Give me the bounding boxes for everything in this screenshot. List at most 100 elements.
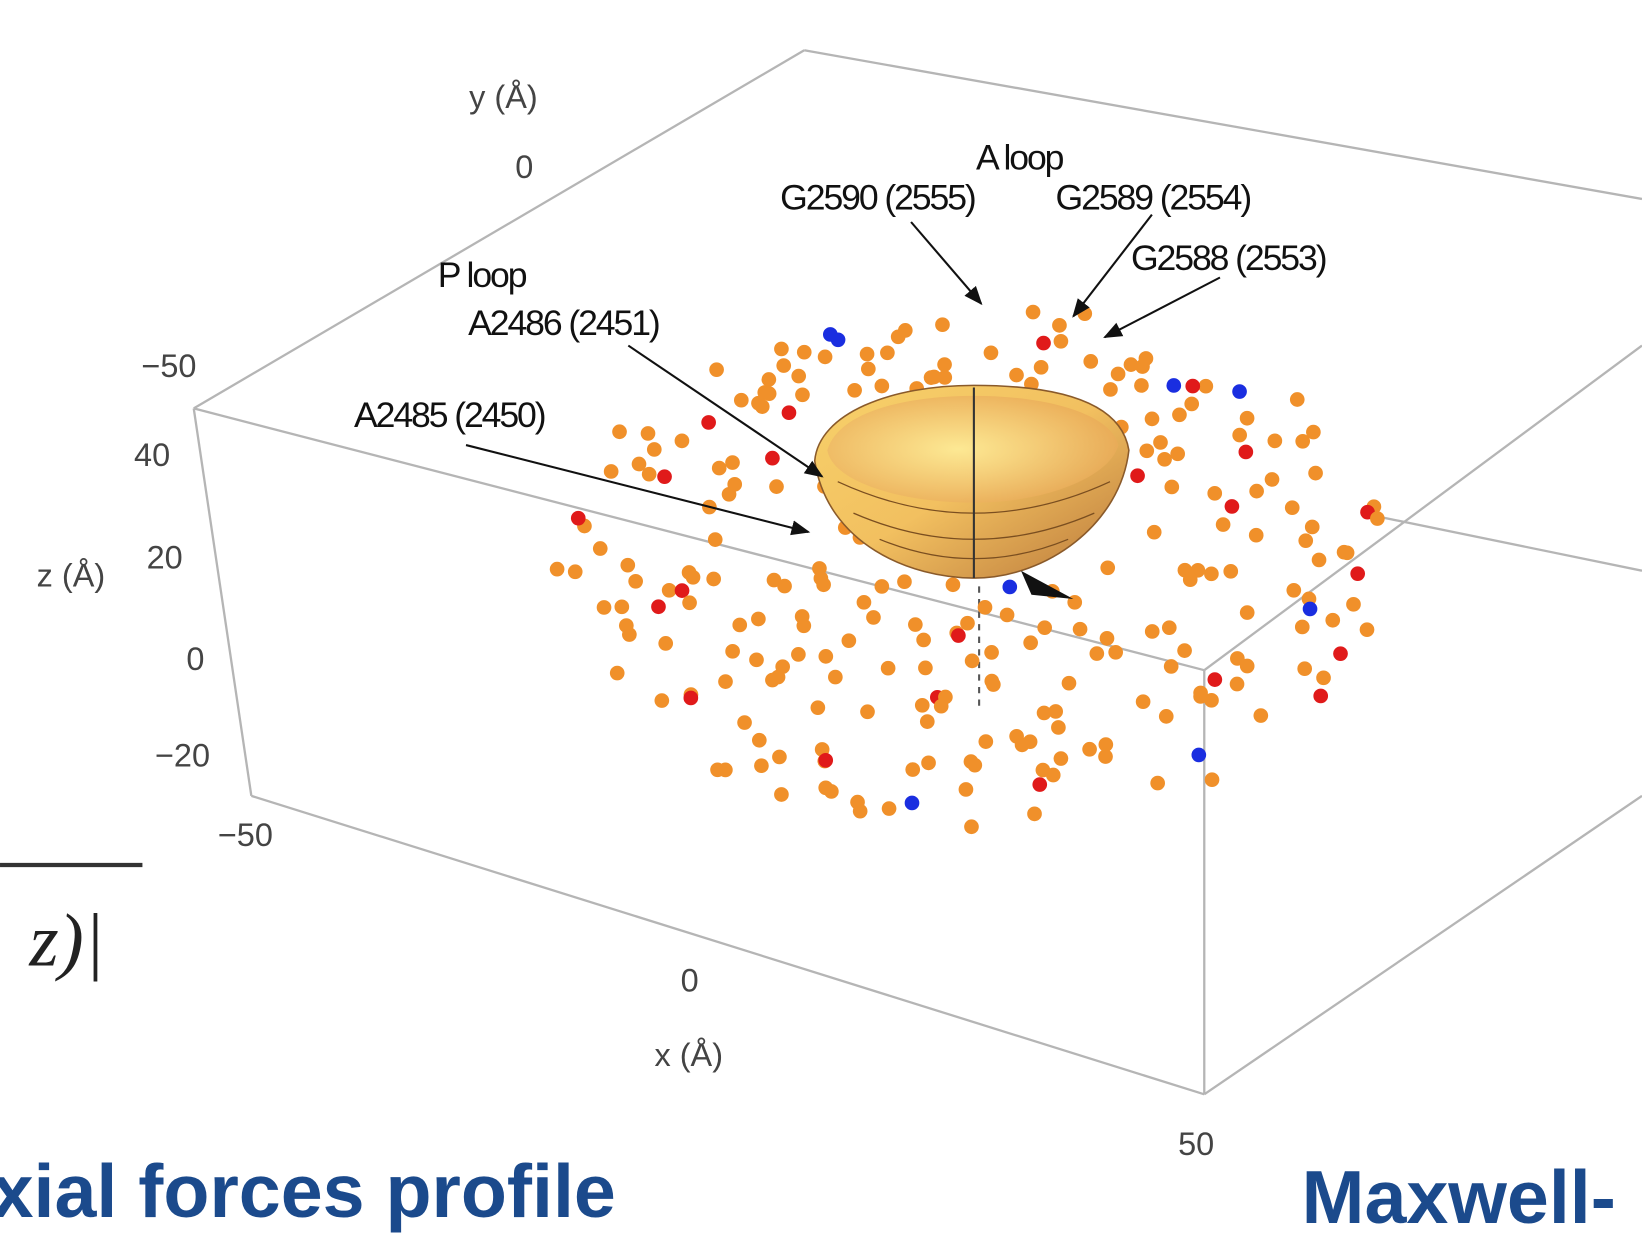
annotation: G2590 (2555): [780, 177, 975, 217]
residue-dot: [1100, 631, 1115, 646]
residue-dot: [1062, 676, 1077, 691]
residue-dot: [1082, 742, 1097, 757]
residue-dot: [1166, 378, 1181, 393]
figure: y (Å) 0 −50 z (Å) 40 20 0 −20 −50 0 50 x…: [0, 0, 1642, 1243]
residue-dot: [1239, 445, 1254, 460]
residue-dot: [620, 558, 635, 573]
residue-dot: [1232, 384, 1247, 399]
residue-dot: [1185, 379, 1200, 394]
residue-dot: [706, 572, 721, 587]
tick-label: −50: [218, 817, 273, 853]
residue-dot: [675, 583, 690, 598]
bowl-surface: [815, 385, 1129, 599]
residue-dot: [791, 369, 806, 384]
page: y (Å) 0 −50 z (Å) 40 20 0 −20 −50 0 50 x…: [0, 0, 1642, 1243]
residue-dot: [1240, 411, 1255, 426]
residue-dot: [657, 469, 672, 484]
residue-dot: [776, 358, 791, 373]
residue-dot: [795, 387, 810, 402]
residue-dot: [951, 628, 966, 643]
residue-dot: [610, 666, 625, 681]
residue-dot: [1027, 807, 1042, 822]
box-edge: [1204, 796, 1642, 1094]
residue-dot: [1207, 486, 1222, 501]
residue-dot: [628, 574, 643, 589]
residue-dot: [1009, 368, 1024, 383]
residue-dot: [816, 577, 831, 592]
residue-dot: [1147, 525, 1162, 540]
residue-dot: [1172, 407, 1187, 422]
residue-dot: [1308, 466, 1323, 481]
residue-dot: [1073, 622, 1088, 637]
residue-dot: [1054, 751, 1069, 766]
residue-dot: [1325, 613, 1340, 628]
residue-dot: [920, 714, 935, 729]
tick-label: 0: [186, 641, 204, 677]
annotation: G2589 (2554): [1056, 177, 1251, 217]
residue-dot: [916, 633, 931, 648]
axis-label: x (Å): [654, 1037, 723, 1073]
residue-dot: [850, 795, 865, 810]
residue-dot: [795, 609, 810, 624]
residue-dot: [1036, 336, 1051, 351]
residue-dot: [725, 455, 740, 470]
residue-dot: [1184, 397, 1199, 412]
residue-dot: [1015, 738, 1030, 753]
residue-dot: [891, 329, 906, 344]
residue-dot: [712, 461, 727, 476]
residue-dot: [769, 479, 784, 494]
residue-dot: [1193, 686, 1208, 701]
annotation: G2588 (2553): [1131, 238, 1326, 278]
residue-dot: [658, 636, 673, 651]
residue-dot: [1298, 533, 1313, 548]
residue-dot: [1240, 605, 1255, 620]
residue-dot: [875, 579, 890, 594]
residue-dot: [662, 583, 677, 598]
residue-dot: [921, 756, 936, 771]
residue-dot: [1139, 351, 1154, 366]
residue-dot: [812, 561, 827, 576]
box-edge: [1204, 346, 1642, 671]
residue-dot: [1350, 566, 1365, 581]
residue-dot: [905, 762, 920, 777]
residue-dot: [1240, 659, 1255, 674]
residue-dot: [1316, 671, 1331, 686]
residue-dot: [1340, 545, 1355, 560]
residue-dot: [1111, 367, 1126, 382]
residue-dot: [642, 467, 657, 482]
residue-dot: [959, 782, 974, 797]
residue-dot: [772, 750, 787, 765]
residue-dot: [1054, 334, 1069, 349]
residue-dot: [1124, 357, 1139, 372]
residue-dot: [647, 442, 662, 457]
residue-dot: [927, 370, 942, 385]
residue-dot: [935, 317, 950, 332]
residue-dot: [1150, 776, 1165, 791]
residue-dot: [1333, 646, 1348, 661]
residue-dot: [775, 659, 790, 674]
residue-dot: [571, 511, 586, 526]
residue-dot: [774, 342, 789, 357]
residue-dot: [1183, 572, 1198, 587]
residue-dot: [732, 618, 747, 633]
residue-dot: [882, 801, 897, 816]
residue-dot: [818, 649, 833, 664]
residue-dot: [782, 405, 797, 420]
residue-dot: [777, 579, 792, 594]
residue-dot: [593, 541, 608, 556]
residue-dot: [751, 612, 766, 627]
residue-dot: [1100, 560, 1115, 575]
residue-dot: [755, 399, 770, 414]
residue-dot: [978, 734, 993, 749]
residue-dot: [842, 633, 857, 648]
residue-dot: [1199, 379, 1214, 394]
annotation: A2485 (2450): [354, 395, 545, 435]
axis-label: z (Å): [37, 557, 106, 593]
residue-dot: [1037, 620, 1052, 635]
residue-dot: [978, 600, 993, 615]
residue-dot: [734, 393, 749, 408]
tick-label: 0: [515, 149, 533, 185]
residue-dot: [897, 574, 912, 589]
residue-dot: [1225, 499, 1240, 514]
tick-label: 50: [1178, 1126, 1214, 1162]
